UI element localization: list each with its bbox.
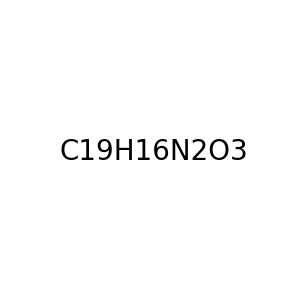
Text: C19H16N2O3: C19H16N2O3 [59, 137, 248, 166]
